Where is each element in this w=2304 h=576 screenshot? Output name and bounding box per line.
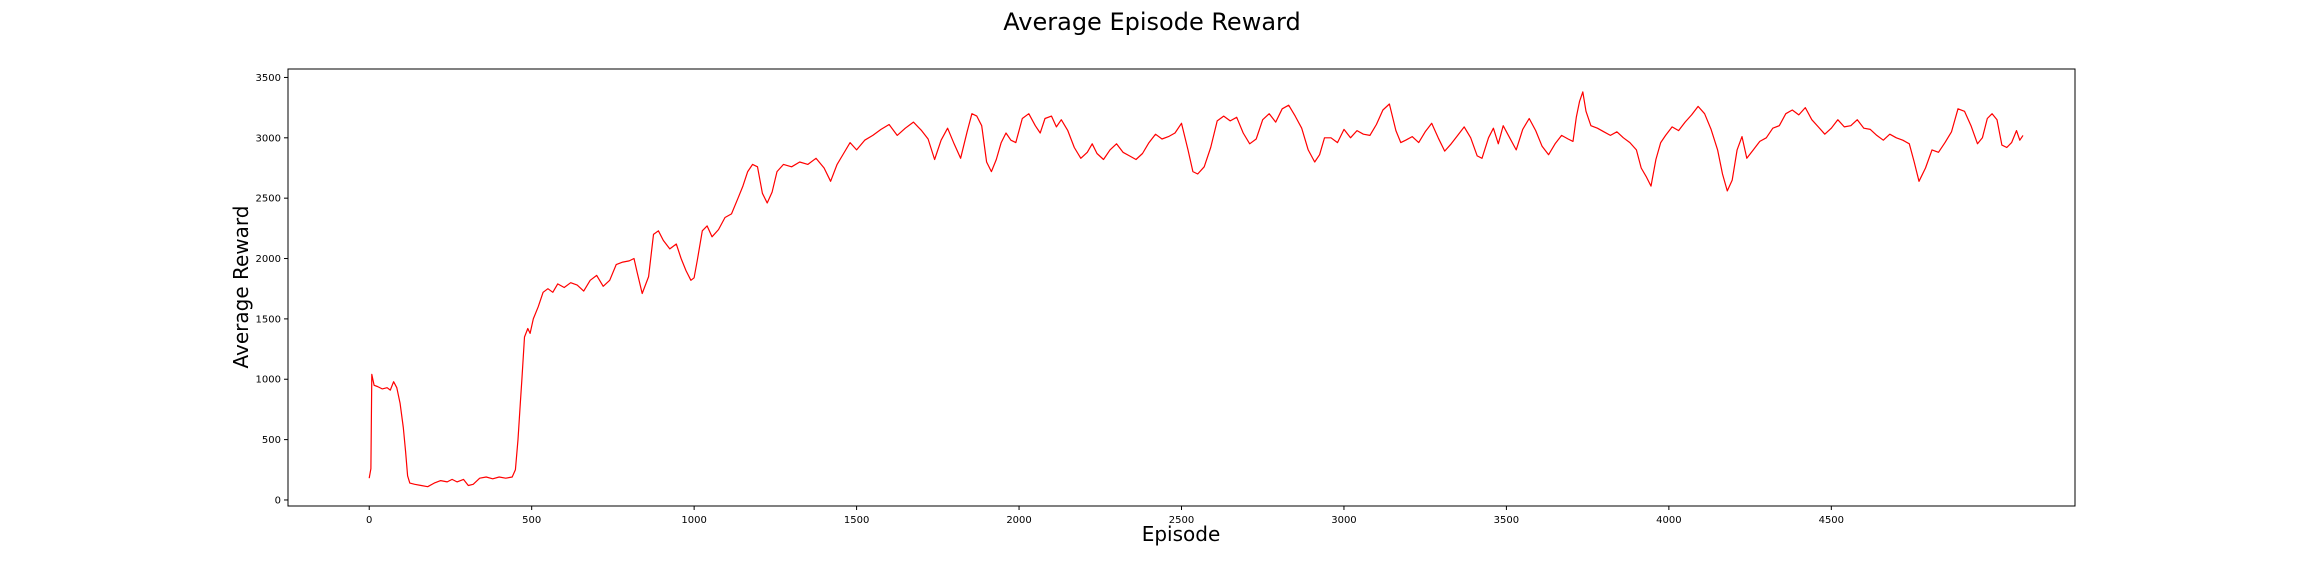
y-axis: 0 500 1000 1500 2000 2500 3000 3500 bbox=[256, 73, 288, 506]
x-tick-label: 2000 bbox=[1006, 515, 1031, 526]
y-tick-label: 3000 bbox=[256, 133, 281, 144]
x-tick-label: 3000 bbox=[1331, 515, 1356, 526]
y-axis-title: Average Reward bbox=[229, 206, 253, 369]
chart-title: Average Episode Reward bbox=[1003, 8, 1300, 36]
y-tick-label: 1000 bbox=[256, 375, 281, 386]
x-axis: 0 500 1000 1500 2000 2500 3000 3500 4000 4500 bbox=[366, 506, 1844, 526]
x-tick-label: 500 bbox=[522, 515, 541, 526]
y-tick-label: 1500 bbox=[256, 314, 281, 325]
series-layer bbox=[368, 91, 2024, 488]
y-tick-label: 2000 bbox=[256, 254, 281, 265]
x-tick-label: 1500 bbox=[844, 515, 869, 526]
x-tick-label: 3500 bbox=[1494, 515, 1519, 526]
x-tick-label: 4500 bbox=[1819, 515, 1844, 526]
reward-series-line bbox=[368, 91, 2024, 488]
x-tick-label: 4000 bbox=[1656, 515, 1681, 526]
x-tick-label: 1000 bbox=[681, 515, 706, 526]
x-axis-title: Episode bbox=[1142, 522, 1221, 546]
y-tick-label: 2500 bbox=[256, 194, 281, 205]
x-tick-label: 2500 bbox=[1169, 515, 1194, 526]
x-tick-label: 0 bbox=[366, 515, 372, 526]
y-tick-label: 0 bbox=[275, 495, 281, 506]
y-tick-label: 500 bbox=[262, 435, 281, 446]
y-tick-label: 3500 bbox=[256, 73, 281, 84]
